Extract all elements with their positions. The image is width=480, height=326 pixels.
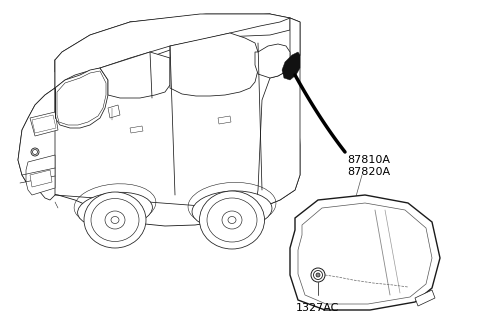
- Polygon shape: [26, 155, 55, 195]
- Polygon shape: [55, 68, 108, 128]
- Polygon shape: [218, 116, 231, 124]
- Ellipse shape: [200, 191, 264, 249]
- Polygon shape: [298, 203, 432, 304]
- Polygon shape: [290, 195, 440, 310]
- Ellipse shape: [111, 216, 119, 224]
- Polygon shape: [100, 52, 170, 98]
- Polygon shape: [30, 112, 58, 136]
- Polygon shape: [170, 33, 258, 96]
- Text: 87820A: 87820A: [347, 167, 390, 177]
- Polygon shape: [55, 14, 290, 72]
- Polygon shape: [57, 71, 106, 125]
- Circle shape: [311, 268, 325, 282]
- Polygon shape: [415, 290, 435, 306]
- Polygon shape: [18, 18, 300, 226]
- Polygon shape: [255, 18, 300, 210]
- Polygon shape: [255, 44, 290, 78]
- Ellipse shape: [222, 211, 242, 229]
- Polygon shape: [108, 105, 120, 118]
- Ellipse shape: [91, 199, 139, 242]
- Polygon shape: [130, 126, 143, 133]
- Ellipse shape: [207, 198, 257, 242]
- Text: 87810A: 87810A: [347, 155, 390, 165]
- Text: 1327AC: 1327AC: [296, 303, 340, 313]
- Circle shape: [316, 273, 320, 277]
- Polygon shape: [282, 52, 300, 80]
- Circle shape: [313, 271, 323, 279]
- Circle shape: [31, 148, 39, 156]
- Ellipse shape: [192, 191, 272, 229]
- Circle shape: [33, 150, 37, 155]
- Ellipse shape: [105, 211, 125, 229]
- Polygon shape: [18, 88, 55, 200]
- Polygon shape: [32, 115, 56, 133]
- Polygon shape: [30, 170, 52, 187]
- Polygon shape: [55, 14, 290, 88]
- Ellipse shape: [84, 192, 146, 248]
- Ellipse shape: [78, 192, 152, 228]
- Ellipse shape: [228, 216, 236, 224]
